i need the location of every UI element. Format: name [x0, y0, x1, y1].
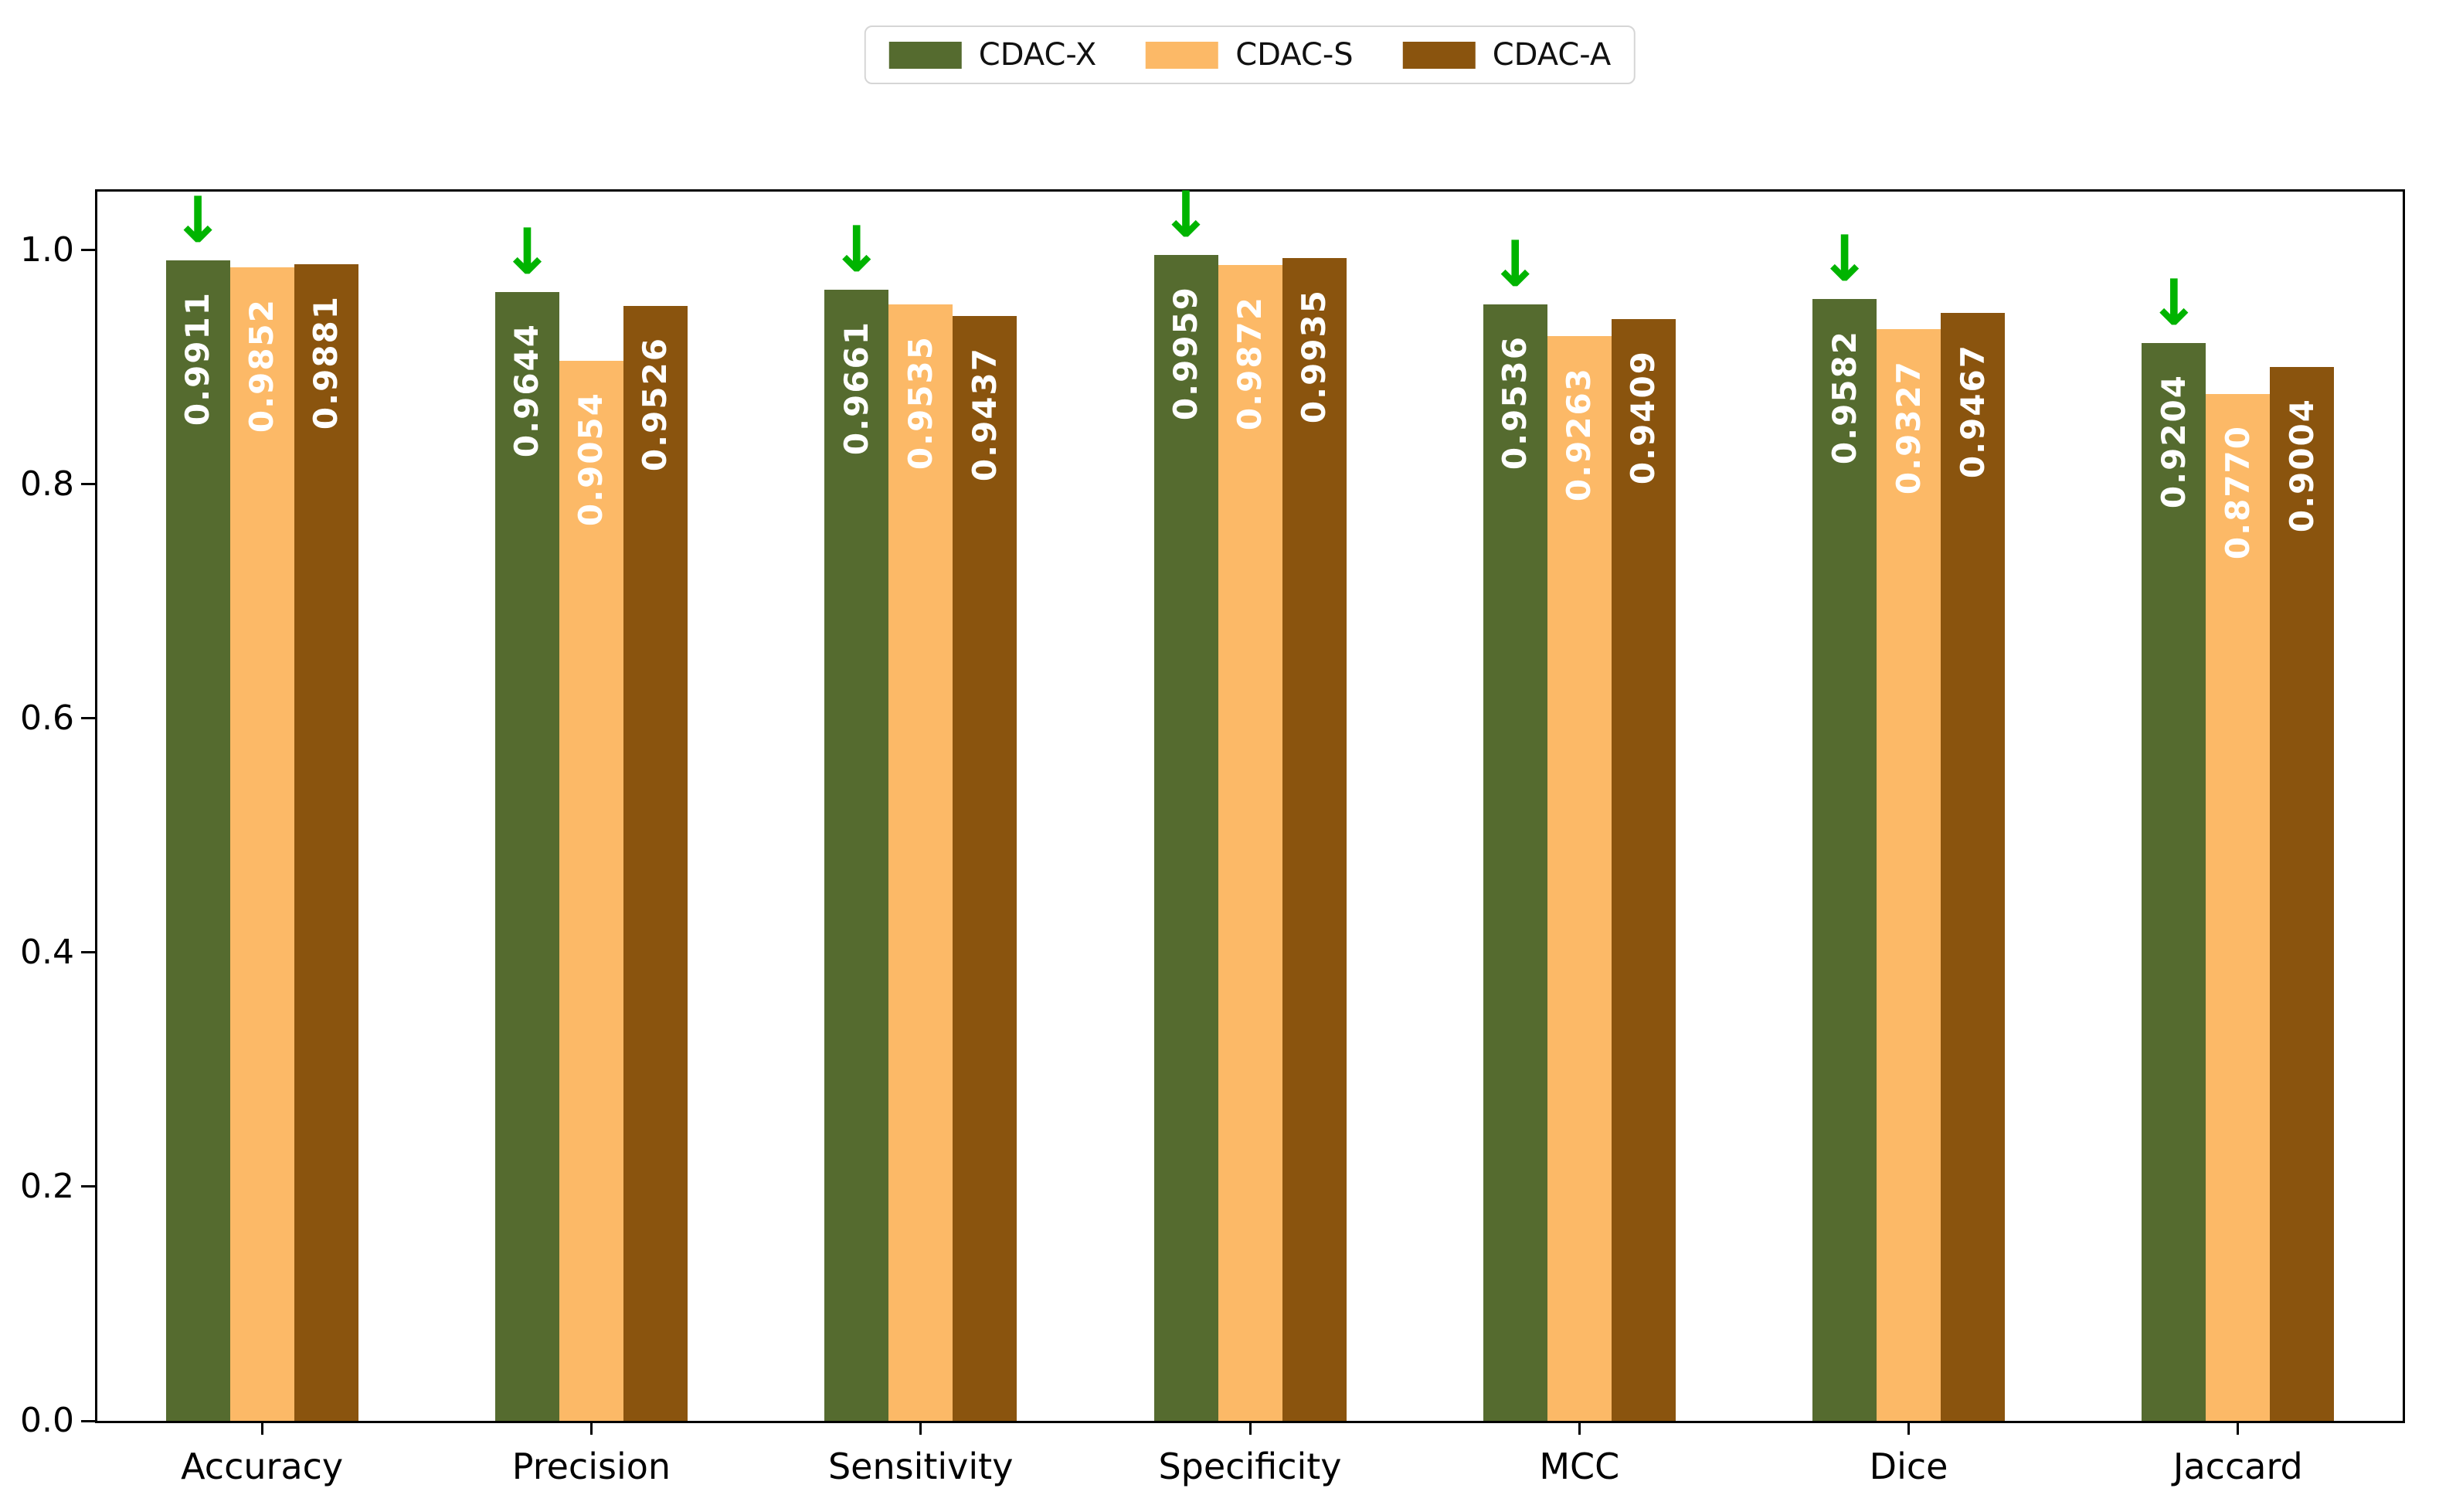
bar-cdac-s-accuracy: 0.9852: [229, 267, 294, 1421]
x-tick-label: Sensitivity: [827, 1446, 1014, 1487]
bar-cdac-a-sensitivity: 0.9437: [953, 316, 1017, 1421]
x-tick-mark: [1907, 1421, 1911, 1435]
bar-cdac-s-mcc: 0.9263: [1547, 336, 1612, 1421]
x-tick-mark: [1578, 1421, 1581, 1435]
bar-cdac-a-accuracy: 0.9881: [294, 264, 358, 1421]
x-tick-mark: [589, 1421, 593, 1435]
y-tick-label: 0.2: [20, 1166, 74, 1206]
legend-swatch-cdac-s: [1146, 41, 1219, 69]
x-tick-label: Dice: [1869, 1446, 1948, 1487]
bar-cdac-a-dice: 0.9467: [1941, 313, 2006, 1421]
bar-value-label: 0.9935: [1295, 289, 1333, 424]
bar-value-label: 0.9872: [1231, 296, 1269, 431]
x-tick-mark: [1248, 1421, 1252, 1435]
y-tick-label: 0.6: [20, 698, 74, 738]
y-tick-label: 1.0: [20, 229, 74, 270]
bar-value-label: 0.9204: [2154, 374, 2193, 509]
bar-value-label: 0.9881: [307, 295, 345, 430]
best-result-arrow-icon: ↓: [171, 184, 225, 257]
plot-area: 0.0 0.2 0.4 0.6 0.8 1.0 Accuracy 0.9911 ↓ 0.9852 0…: [20, 184, 2405, 1484]
y-tick-label: 0.4: [20, 932, 74, 972]
legend-item-cdac-s: CDAC-S: [1146, 37, 1354, 73]
bar-value-label: 0.9959: [1167, 286, 1204, 421]
bar-value-label: 0.9004: [2282, 398, 2321, 533]
bar-value-label: 0.9437: [965, 347, 1004, 482]
bar-cdac-s-precision: 0.9054: [559, 361, 623, 1421]
bar-cdac-x-specificity: 0.9959: [1153, 255, 1218, 1421]
best-result-arrow-icon: ↓: [1818, 223, 1871, 296]
x-tick-label: Precision: [511, 1446, 671, 1487]
y-tick-mark: [81, 1185, 95, 1188]
y-tick-label: 0.8: [20, 464, 74, 504]
bar-value-label: 0.9054: [572, 392, 610, 527]
best-result-arrow-icon: ↓: [1488, 228, 1542, 301]
legend-swatch-cdac-x: [888, 41, 962, 69]
best-result-arrow-icon: ↓: [2147, 267, 2201, 340]
bar-value-label: 0.9526: [636, 337, 674, 472]
y-tick-mark: [81, 1419, 95, 1422]
y-tick-mark: [81, 951, 95, 954]
x-tick-mark: [260, 1421, 263, 1435]
y-tick-mark: [81, 483, 95, 486]
y-tick-label: 0.0: [20, 1401, 74, 1440]
bar-value-label: 0.9467: [1953, 344, 1992, 479]
bar-cdac-x-accuracy: 0.9911: [165, 260, 230, 1421]
bar-value-label: 0.9582: [1825, 330, 1863, 465]
bar-cdac-x-mcc: 0.9536: [1483, 304, 1547, 1421]
x-tick-label: Jaccard: [2172, 1446, 2303, 1487]
x-tick-label: Accuracy: [181, 1446, 344, 1487]
bar-value-label: 0.9661: [837, 321, 875, 456]
bar-cdac-a-specificity: 0.9935: [1282, 258, 1347, 1421]
bar-cdac-a-jaccard: 0.9004: [2270, 367, 2335, 1421]
legend-label: CDAC-X: [978, 37, 1097, 73]
x-tick-label: MCC: [1539, 1446, 1620, 1487]
bar-value-label: 0.9535: [901, 335, 939, 471]
x-tick-mark: [2237, 1421, 2240, 1435]
bar-cdac-s-jaccard: 0.8770: [2206, 394, 2271, 1421]
best-result-arrow-icon: ↓: [830, 213, 884, 287]
legend-label: CDAC-A: [1492, 37, 1612, 73]
best-result-arrow-icon: ↓: [1159, 178, 1213, 252]
bar-cdac-s-sensitivity: 0.9535: [888, 304, 953, 1421]
y-tick-mark: [81, 717, 95, 720]
legend-label: CDAC-S: [1235, 37, 1354, 73]
legend-item-cdac-x: CDAC-X: [888, 37, 1097, 73]
bar-cdac-a-mcc: 0.9409: [1611, 319, 1676, 1421]
bar-cdac-s-dice: 0.9327: [1877, 329, 1941, 1421]
bar-cdac-x-precision: 0.9644: [494, 292, 559, 1421]
y-tick-mark: [81, 249, 95, 252]
x-tick-mark: [919, 1421, 922, 1435]
bar-cdac-s-specificity: 0.9872: [1218, 265, 1282, 1421]
x-tick-label: Specificity: [1158, 1446, 1342, 1487]
bar-cdac-a-precision: 0.9526: [623, 306, 688, 1421]
bar-cdac-x-sensitivity: 0.9661: [824, 290, 889, 1421]
bar-value-label: 0.9852: [243, 298, 281, 433]
bar-cdac-x-jaccard: 0.9204: [2142, 343, 2206, 1421]
bar-value-label: 0.9644: [508, 323, 546, 458]
bar-value-label: 0.8770: [2218, 425, 2257, 560]
bar-value-label: 0.9409: [1624, 350, 1663, 485]
legend: CDAC-X CDAC-S CDAC-A: [864, 25, 1636, 84]
bar-value-label: 0.9536: [1496, 335, 1534, 471]
best-result-arrow-icon: ↓: [501, 216, 554, 289]
bar-value-label: 0.9327: [1889, 360, 1928, 495]
bar-value-label: 0.9263: [1560, 367, 1598, 502]
legend-swatch-cdac-a: [1402, 41, 1476, 69]
legend-item-cdac-a: CDAC-A: [1402, 37, 1612, 73]
bar-value-label: 0.9911: [178, 291, 217, 426]
bar-cdac-x-dice: 0.9582: [1812, 299, 1877, 1421]
